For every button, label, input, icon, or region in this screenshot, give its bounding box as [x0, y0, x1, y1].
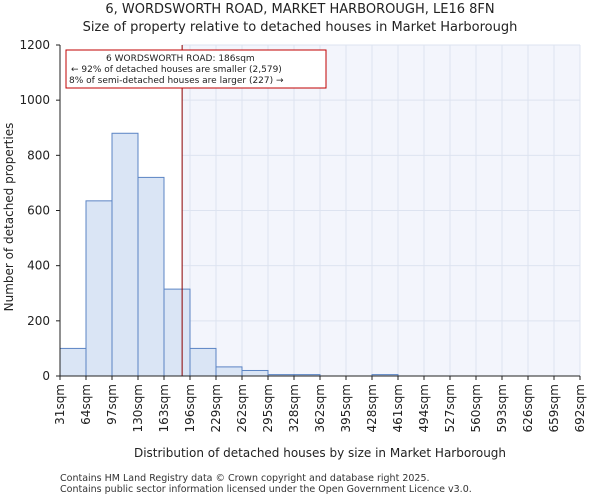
x-tick-label: 328sqm	[287, 384, 301, 432]
x-tick-label: 130sqm	[131, 384, 145, 432]
x-tick-label: 295sqm	[261, 384, 275, 432]
x-tick-label: 626sqm	[521, 384, 535, 432]
annotation-box: 6 WORDSWORTH ROAD: 186sqm ← 92% of detac…	[65, 49, 327, 89]
footer-copyright: Contains HM Land Registry data © Crown c…	[60, 473, 430, 484]
x-tick-label: 527sqm	[443, 384, 457, 432]
y-tick-label: 600	[27, 204, 50, 218]
bar-163sqm	[163, 288, 191, 377]
bar-262sqm	[241, 369, 269, 377]
bar-130sqm	[137, 176, 165, 377]
y-axis-label: Number of detached properties	[2, 123, 16, 312]
chart-title-address: 6, WORDSWORTH ROAD, MARKET HARBOROUGH, L…	[105, 2, 495, 17]
footer-licence: Contains public sector information licen…	[60, 484, 472, 495]
x-tick-label: 395sqm	[339, 384, 353, 432]
x-tick-labels: 31sqm 64sqm 97sqm 130sqm 163sqm 196sqm 229sqm 2…	[53, 376, 587, 432]
x-tick-label: 64sqm	[79, 384, 93, 425]
x-tick-label: 428sqm	[365, 384, 379, 432]
annotation-line-3: 8% of semi-detached houses are larger (2…	[69, 76, 284, 86]
x-axis-label: Distribution of detached houses by size …	[134, 446, 506, 460]
x-tick-label: 262sqm	[235, 384, 249, 432]
x-tick-label: 196sqm	[183, 384, 197, 432]
bar-196sqm	[189, 347, 217, 377]
x-tick-label: 560sqm	[469, 384, 483, 432]
gridlines	[182, 44, 581, 377]
bar-229sqm	[215, 366, 243, 377]
x-tick-label: 163sqm	[157, 384, 171, 432]
x-tick-label: 362sqm	[313, 384, 327, 432]
bar-31sqm	[59, 347, 87, 377]
bar-64sqm	[85, 200, 113, 377]
y-tick-label: 0	[42, 369, 50, 383]
y-tick-label: 1000	[19, 93, 50, 107]
x-tick-label: 593sqm	[495, 384, 509, 432]
annotation-line-2: ← 92% of detached houses are smaller (2,…	[71, 65, 282, 75]
annotation-line-1: 6 WORDSWORTH ROAD: 186sqm	[106, 54, 255, 64]
y-tick-label: 400	[27, 259, 50, 273]
chart-subtitle: Size of property relative to detached ho…	[82, 20, 518, 35]
x-tick-label: 494sqm	[417, 384, 431, 432]
x-tick-label: 31sqm	[53, 384, 67, 425]
y-tick-label: 800	[27, 148, 50, 162]
x-tick-label: 97sqm	[105, 384, 119, 425]
x-tick-label: 461sqm	[391, 384, 405, 432]
y-tick-labels: 0 200 400 600 800 1000 1200	[19, 38, 60, 383]
x-tick-label: 692sqm	[573, 384, 587, 432]
y-tick-label: 1200	[19, 38, 50, 52]
bar-97sqm	[111, 132, 139, 377]
x-tick-label: 659sqm	[547, 384, 561, 432]
x-tick-label: 229sqm	[209, 384, 223, 432]
y-tick-label: 200	[27, 314, 50, 328]
